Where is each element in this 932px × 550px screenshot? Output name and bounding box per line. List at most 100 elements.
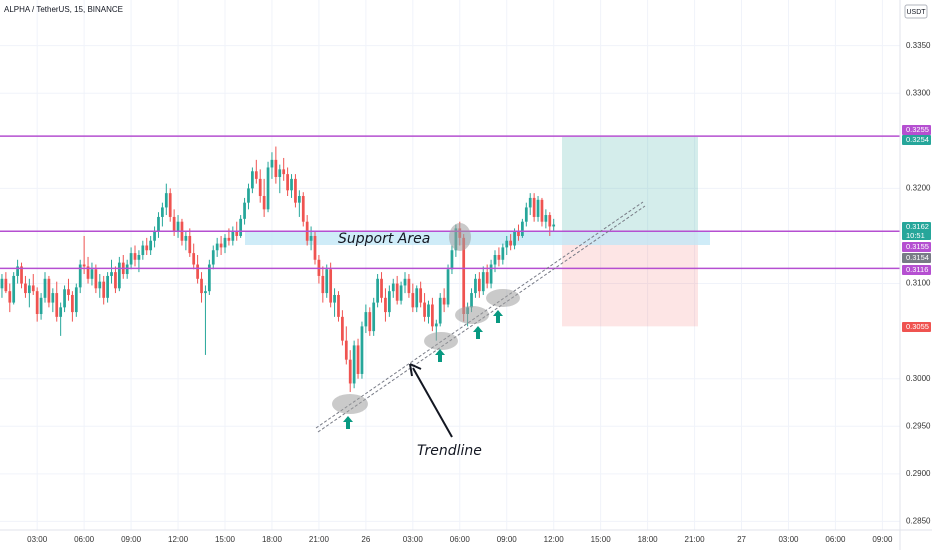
candle-body [188, 235, 192, 254]
candle-body [55, 293, 59, 317]
profit-zone [562, 137, 698, 233]
price-tag-label: 0.3055 [906, 322, 929, 331]
candle-body [161, 207, 164, 217]
candle-body [133, 253, 137, 260]
candle-body [207, 264, 211, 292]
candle-body [117, 262, 121, 289]
x-tick-label: 06:00 [825, 535, 846, 544]
price-tag [902, 265, 931, 275]
x-tick-label: 12:00 [544, 535, 565, 544]
candle-body [341, 316, 344, 341]
candle-body [333, 294, 336, 303]
x-tick-label: 21:00 [309, 535, 330, 544]
loss-zone [562, 232, 698, 327]
y-tick-label: 0.2850 [906, 517, 931, 526]
candle-body [391, 283, 395, 292]
candle-body [239, 218, 243, 236]
price-tag [902, 322, 931, 332]
candle-body [501, 247, 505, 260]
candle-body [90, 269, 94, 279]
x-tick-label: 12:00 [168, 535, 189, 544]
candle-body [446, 269, 450, 305]
up-arrows [343, 310, 503, 429]
candle-body [102, 281, 106, 298]
up-arrow [473, 326, 483, 339]
candle-body [528, 197, 532, 208]
candle-body [474, 278, 477, 294]
candle-body [505, 240, 509, 248]
candle-body [106, 275, 109, 298]
candle-body [536, 199, 540, 217]
candle-body [196, 264, 199, 279]
candle-body [450, 250, 454, 270]
candle-body [78, 264, 82, 288]
touch-ellipse [449, 223, 471, 251]
candle-body [31, 285, 35, 292]
candle-body [137, 255, 141, 260]
candle-body [301, 196, 305, 222]
candle-body [47, 278, 51, 303]
candle-body [39, 297, 43, 315]
candle-body [266, 167, 270, 210]
up-arrow [493, 310, 503, 323]
candle-body [254, 171, 258, 179]
candle-body [286, 174, 289, 191]
price-tag-label: 0.3154 [906, 253, 929, 262]
touch-ellipse [455, 306, 489, 324]
zones [562, 137, 698, 327]
candle-body [387, 291, 391, 313]
candle-body [548, 215, 552, 227]
up-arrow [435, 349, 445, 362]
candle-body [372, 302, 376, 332]
x-tick-label: 15:00 [215, 535, 236, 544]
candle-body [411, 293, 415, 308]
candle-body [489, 264, 493, 284]
candle-body [223, 237, 227, 248]
candle-body [376, 278, 379, 303]
candle-body [497, 255, 501, 260]
candle-body [477, 278, 481, 292]
candle-body [321, 275, 325, 294]
y-tick-label: 0.3100 [906, 279, 931, 288]
price-tag-label: 0.3116 [906, 265, 928, 274]
pointer-arrow [412, 367, 453, 438]
candle-body [517, 231, 520, 236]
candle-body [192, 253, 196, 265]
trendline [315, 201, 644, 429]
candle-body [129, 253, 133, 265]
candle-body [86, 266, 90, 279]
candle-body [407, 278, 411, 294]
candle-body [364, 312, 368, 327]
candle-body [74, 287, 78, 313]
candle-body [114, 272, 117, 289]
x-tick-label: 09:00 [872, 535, 893, 544]
candle-body [251, 171, 254, 189]
pointer-arrow-head [409, 363, 422, 377]
candle-body [94, 269, 98, 289]
candle-body [419, 288, 423, 303]
candle-body [157, 216, 160, 232]
candle-body [110, 272, 113, 276]
price-tag [902, 135, 931, 145]
candle-body [544, 215, 548, 222]
support-area-label: Support Area [338, 231, 430, 247]
x-tick-label: 18:00 [262, 535, 283, 544]
candle-body [462, 237, 466, 315]
candle-body [59, 307, 63, 317]
candle-body [27, 285, 31, 294]
candle-body [164, 193, 168, 208]
y-tick-label: 0.2900 [906, 469, 931, 478]
candle-body [184, 235, 188, 241]
candle-body [294, 178, 297, 203]
candle-body [442, 297, 446, 305]
x-tick-label: 06:00 [74, 535, 95, 544]
price-axis: 0.3350 0.3300 0.3200 0.3100 0.3000 0.2950 0.29… [906, 41, 931, 526]
trendline [317, 205, 646, 433]
price-tag [902, 253, 931, 263]
candle-body [329, 269, 333, 303]
candle-body [431, 304, 434, 327]
candle-body [16, 266, 19, 276]
candle-body [356, 345, 360, 374]
candle-body [20, 266, 23, 284]
candle-body [219, 243, 223, 248]
